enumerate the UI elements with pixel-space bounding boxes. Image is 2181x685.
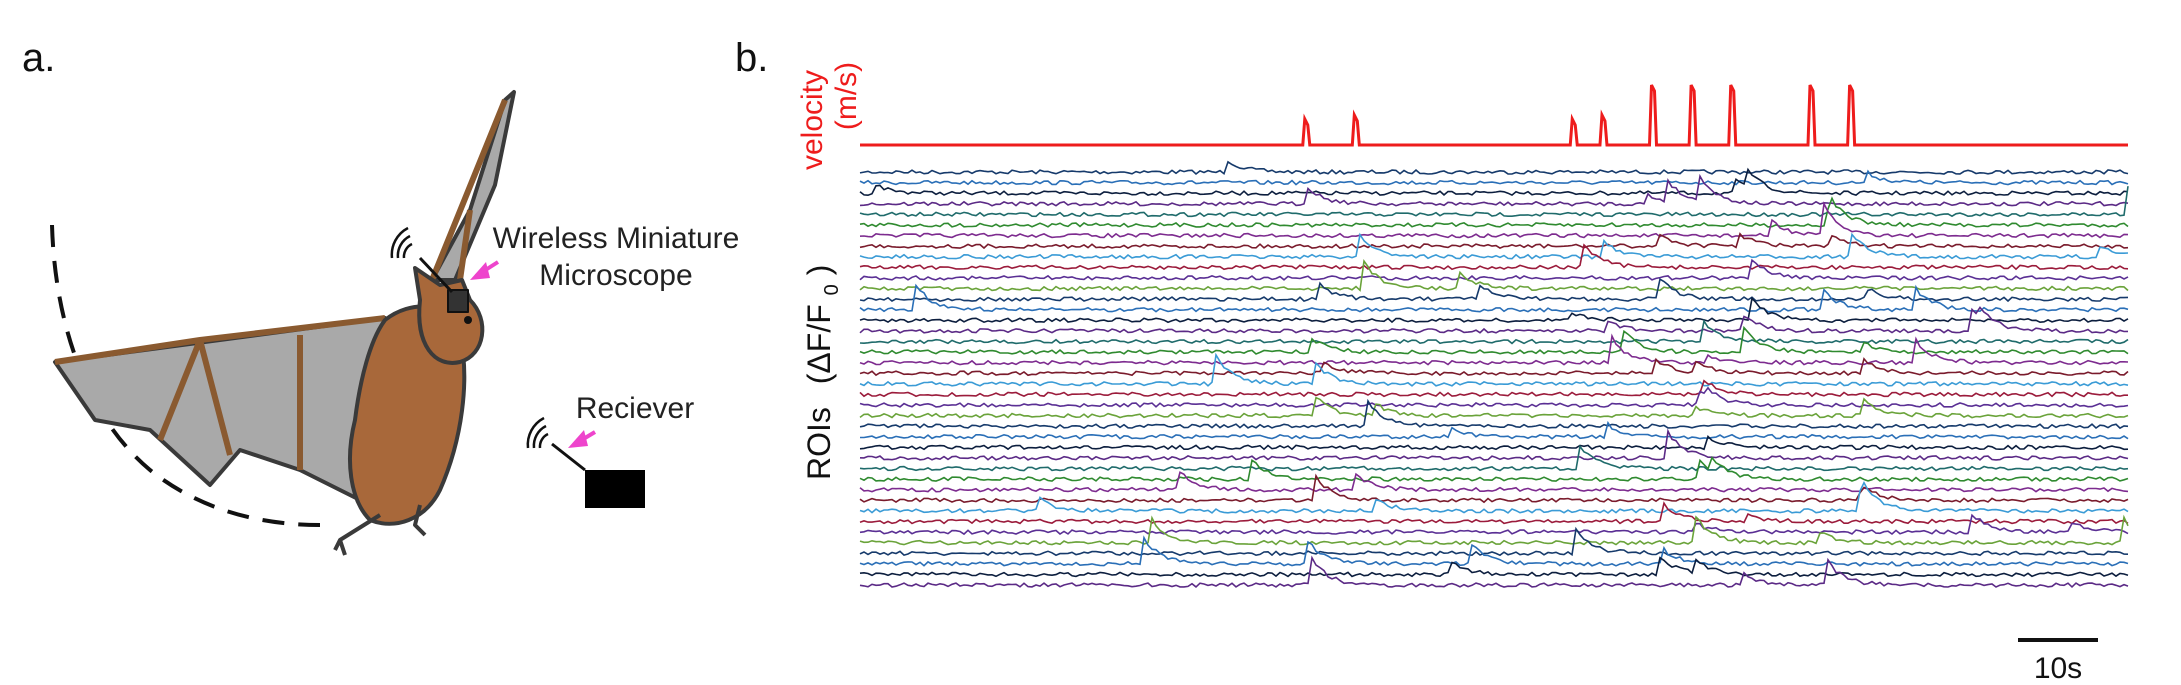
roi-trace — [859, 396, 2129, 419]
roi-trace — [859, 167, 2129, 197]
receiver-antenna — [551, 442, 586, 472]
roi-trace — [859, 357, 2129, 377]
roi-trace — [859, 428, 2129, 461]
roi-axis-label-subscript: 0 — [821, 284, 843, 295]
bat-legs — [333, 504, 427, 556]
roi-trace — [859, 398, 2129, 430]
roi-trace — [859, 232, 2129, 250]
roi-trace — [859, 325, 2129, 355]
roi-trace — [859, 501, 2129, 525]
roi-trace — [859, 434, 2129, 451]
roi-trace — [859, 514, 2129, 546]
roi-axis-label-close: ) — [801, 265, 837, 276]
bat-wing-bones — [54, 98, 508, 470]
roi-axis-label-formula: (ΔF/F — [801, 304, 837, 384]
velocity-trace — [860, 84, 2128, 147]
roi-trace — [859, 352, 2129, 387]
wireless-signal-icon — [390, 226, 413, 259]
roi-trace — [859, 186, 2129, 218]
bat-illustration — [53, 90, 516, 556]
roi-trace — [859, 555, 2129, 588]
microscope-label-line2: Microscope — [539, 259, 693, 292]
receiver-box-icon — [585, 470, 645, 508]
microscope-label-line1: Wireless Miniature — [492, 222, 740, 255]
roi-trace — [859, 379, 2128, 398]
roi-trace — [859, 386, 2129, 408]
roi-trace — [859, 277, 2129, 303]
roi-trace — [859, 473, 2129, 504]
roi-axis-label: ROIs (ΔF/F 0 ) — [801, 265, 845, 480]
receiver-callout-arrow — [568, 430, 597, 448]
roi-axis-label-main: ROIs — [801, 407, 837, 480]
roi-trace — [859, 173, 2129, 207]
scale-bar-label: 10s — [2034, 652, 2082, 685]
microscope-antenna — [418, 256, 454, 294]
roi-traces-group — [859, 160, 2129, 588]
roi-trace — [859, 258, 2129, 281]
bat-eye — [464, 316, 472, 324]
roi-trace — [859, 471, 2129, 493]
microscope-label: Wireless Miniature Microscope — [476, 220, 756, 294]
roi-trace — [859, 556, 2129, 578]
roi-trace — [859, 196, 2129, 228]
roi-trace — [859, 480, 2129, 514]
roi-trace — [859, 513, 2129, 536]
roi-trace — [859, 160, 2129, 176]
roi-trace — [859, 283, 2129, 313]
receiver-wireless-icon — [526, 416, 549, 449]
velocity-axis-label-line2: (m/s) — [830, 62, 863, 130]
roi-trace — [860, 420, 2129, 440]
velocity-trace-group — [860, 84, 2128, 147]
roi-trace — [859, 535, 2129, 567]
roi-trace — [859, 169, 2129, 186]
roi-trace — [859, 243, 2129, 271]
roi-trace — [859, 201, 2129, 239]
roi-trace — [859, 526, 2129, 557]
roi-trace — [859, 296, 2129, 324]
receiver-label: Reciever — [575, 392, 695, 425]
flight-trajectory-dashed — [50, 224, 321, 527]
roi-trace — [859, 455, 2129, 483]
roi-trace — [859, 333, 2129, 366]
velocity-axis-label-line1: velocity — [796, 70, 829, 170]
microscope-device-icon — [447, 289, 469, 313]
roi-trace — [859, 318, 2129, 345]
bat-left-wing — [53, 316, 402, 502]
roi-trace — [859, 306, 2129, 334]
roi-trace — [859, 232, 2129, 260]
panel-b-label: b. — [735, 36, 769, 80]
roi-trace — [859, 444, 2129, 472]
panel-a-label: a. — [22, 36, 56, 80]
microscope-callout-arrow — [470, 260, 500, 280]
